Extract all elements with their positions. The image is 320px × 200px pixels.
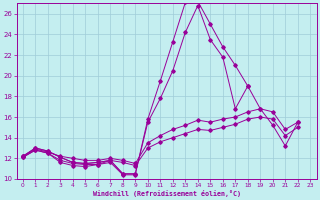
X-axis label: Windchill (Refroidissement éolien,°C): Windchill (Refroidissement éolien,°C) <box>92 190 241 197</box>
